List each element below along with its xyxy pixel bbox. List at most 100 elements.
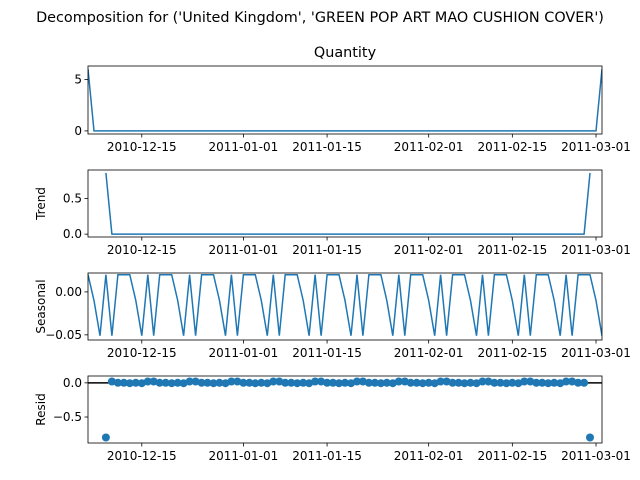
resid-point (394, 377, 403, 386)
resid-point (257, 378, 266, 387)
x-tick-label: 2011-02-15 (477, 449, 547, 463)
resid-point (364, 378, 373, 387)
y-tick-label: 5 (74, 72, 82, 86)
data-layer (88, 69, 602, 132)
x-tick-label: 2011-03-01 (561, 346, 631, 360)
data-layer (88, 273, 602, 336)
y-tick-label: 0.00 (55, 285, 82, 299)
panel-3: 2010-12-15 2011-01-01 2011-01-15 2011-02-01… (34, 375, 631, 463)
resid-point (269, 377, 278, 386)
resid-point (508, 378, 517, 387)
x-tick-label: 2011-02-15 (477, 346, 547, 360)
resid-point (227, 377, 236, 386)
series-line (105, 172, 591, 235)
resid-point (520, 377, 529, 386)
resid-point (161, 378, 170, 387)
resid-point (131, 378, 140, 387)
x-tick-label: 2010-12-15 (107, 449, 177, 463)
seasonal-line (88, 273, 602, 336)
resid-point (412, 378, 421, 387)
panel-title: Quantity (314, 45, 377, 61)
resid-point (143, 377, 152, 386)
resid-point (478, 377, 487, 386)
resid-point (472, 379, 481, 388)
y-tick-label: 0.5 (63, 192, 82, 206)
x-tick-label: 2011-01-01 (209, 346, 279, 360)
x-tick-label: 2011-02-01 (394, 140, 464, 154)
resid-point (167, 379, 176, 388)
x-tick-label: 2011-02-01 (394, 243, 464, 257)
resid-point (406, 378, 415, 387)
y-axis-label: Trend (34, 187, 48, 221)
resid-point (580, 378, 589, 387)
resid-point (233, 377, 242, 386)
x-tick-label: 2011-01-01 (209, 140, 279, 154)
resid-point (125, 379, 134, 388)
resid-point (209, 379, 218, 388)
y-tick-label: −0.5 (53, 410, 82, 424)
resid-point (245, 378, 254, 387)
y-axis-label: Resid (34, 393, 48, 425)
resid-point (347, 379, 355, 388)
y-axis-label: Seasonal (34, 279, 48, 333)
x-tick-label: 2011-01-01 (209, 449, 279, 463)
resid-point (460, 379, 469, 388)
resid-point (329, 378, 337, 387)
resid-point (113, 378, 122, 387)
resid-point (544, 379, 553, 388)
resid-point (538, 378, 547, 387)
x-tick-label: 2010-12-15 (107, 140, 177, 154)
x-tick-label: 2011-01-01 (209, 243, 279, 257)
resid-point (574, 378, 583, 387)
resid-point (532, 378, 541, 387)
resid-point (191, 377, 200, 386)
resid-point (418, 379, 427, 388)
x-tick-label: 2011-02-01 (394, 346, 464, 360)
resid-point (173, 378, 182, 387)
resid-point (586, 433, 594, 442)
resid-point (341, 378, 349, 387)
resid-point (311, 377, 320, 386)
x-tick-label: 2011-02-01 (394, 449, 464, 463)
resid-point (305, 379, 314, 388)
x-tick-label: 2011-03-01 (561, 140, 631, 154)
x-tick-label: 2010-12-15 (107, 243, 177, 257)
resid-point (299, 378, 308, 387)
resid-point (155, 378, 164, 387)
resid-point (514, 379, 523, 388)
x-tick-label: 2010-12-15 (107, 346, 177, 360)
data-layer (88, 377, 602, 442)
resid-point (358, 377, 367, 386)
resid-point (197, 378, 206, 387)
resid-point (281, 378, 290, 387)
x-tick-label: 2011-03-01 (561, 243, 631, 257)
y-tick-label: −0.05 (45, 328, 82, 342)
axes-frame (87, 169, 603, 238)
resid-point (323, 378, 332, 387)
resid-point (317, 377, 326, 386)
resid-point (335, 379, 343, 388)
series-line (88, 69, 602, 132)
resid-point (263, 379, 272, 388)
figure-suptitle: Decomposition for ('United Kingdom', 'GR… (36, 10, 604, 26)
x-tick-label: 2011-01-15 (292, 243, 362, 257)
resid-point (436, 377, 445, 386)
resid-point (251, 379, 260, 388)
x-tick-label: 2011-01-15 (292, 140, 362, 154)
resid-point (293, 379, 302, 388)
x-tick-label: 2011-02-15 (477, 243, 547, 257)
axes-frame (87, 65, 603, 135)
resid-point (239, 378, 248, 387)
axes-frame (87, 375, 603, 444)
x-tick-label: 2011-03-01 (561, 449, 631, 463)
resid-point (179, 379, 188, 388)
resid-point (388, 379, 397, 388)
resid-point (376, 379, 385, 388)
axes-frame (87, 272, 603, 341)
data-layer (105, 172, 591, 235)
resid-point (502, 379, 511, 388)
x-tick-label: 2011-02-15 (477, 140, 547, 154)
resid-point (490, 378, 499, 387)
resid-point (382, 378, 391, 387)
